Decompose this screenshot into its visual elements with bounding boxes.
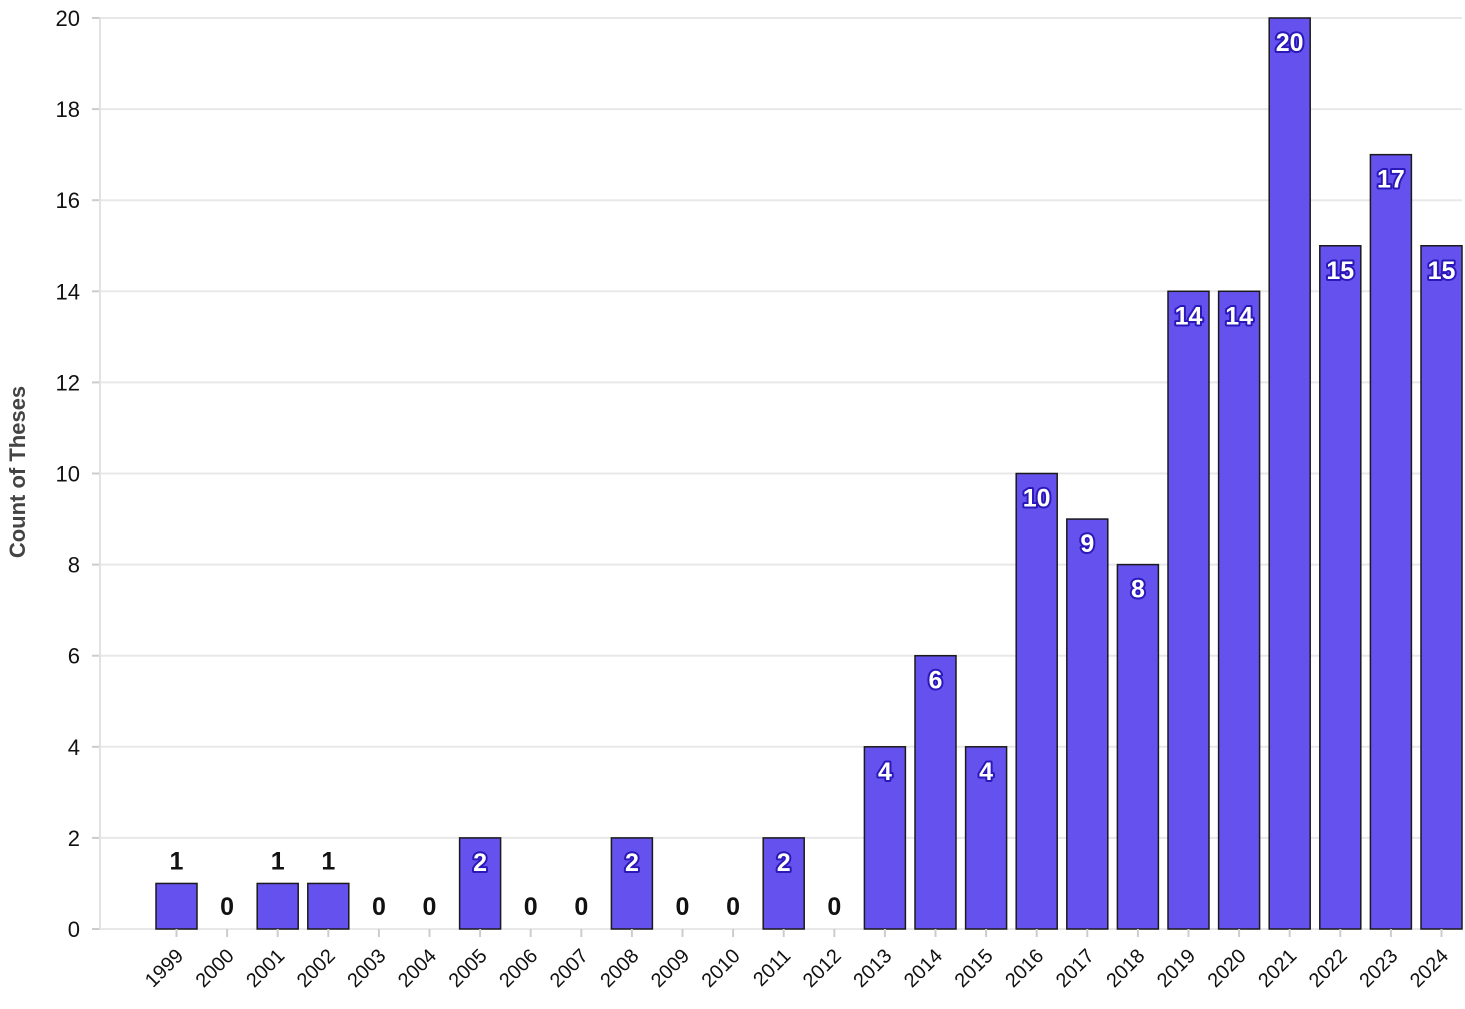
bar	[1268, 17, 1311, 930]
bar	[458, 837, 502, 930]
data-label: 0	[726, 893, 740, 921]
x-tick-label: 2023	[1355, 945, 1402, 992]
bar	[155, 882, 198, 930]
bar	[1369, 153, 1413, 930]
x-tick-label: 2013	[849, 945, 896, 992]
bars	[155, 17, 1463, 930]
data-label: 14	[1225, 302, 1253, 330]
x-tick-label: 2002	[293, 945, 340, 992]
bar	[1015, 472, 1058, 930]
data-label: 4	[979, 758, 993, 786]
y-tick-label: 18	[56, 97, 80, 122]
x-tick-label: 2012	[799, 945, 846, 992]
y-tick-label: 10	[56, 462, 80, 487]
bar	[762, 837, 805, 930]
data-label: 8	[1131, 576, 1145, 604]
x-tick-label: 2000	[192, 945, 239, 992]
x-tick-label: 1999	[141, 945, 188, 992]
data-label: 0	[372, 893, 386, 921]
x-tick-label: 2022	[1305, 945, 1352, 992]
y-tick-label: 4	[68, 735, 80, 760]
x-tick-label: 2003	[343, 945, 390, 992]
y-tick-label: 16	[56, 188, 80, 213]
data-label: 14	[1175, 302, 1203, 330]
x-tick-label: 2014	[900, 945, 947, 992]
data-label: 20	[1276, 29, 1304, 57]
y-tick-label: 0	[68, 917, 80, 942]
y-tick-label: 8	[68, 553, 80, 578]
x-tick-label: 2010	[698, 945, 745, 992]
y-tick-label: 14	[56, 279, 80, 304]
x-tick-label: 2005	[445, 945, 492, 992]
data-label: 15	[1326, 257, 1354, 285]
x-tick-label: 2024	[1406, 945, 1453, 992]
bar	[1217, 290, 1261, 930]
data-label: 9	[1080, 530, 1094, 558]
bar	[256, 882, 299, 930]
data-label: 0	[676, 893, 690, 921]
bar	[964, 746, 1008, 930]
bar	[914, 654, 957, 930]
bar	[1167, 290, 1210, 930]
bar	[1420, 245, 1463, 930]
data-label: 2	[473, 849, 487, 877]
x-tick-label: 2018	[1102, 945, 1149, 992]
grid-lines	[100, 17, 1462, 930]
data-label: 0	[423, 893, 437, 921]
data-label: 0	[524, 893, 538, 921]
x-tick-label: 2008	[596, 945, 643, 992]
y-tick-label: 6	[68, 644, 80, 669]
bar	[1066, 518, 1109, 930]
x-tick-label: 2009	[647, 945, 694, 992]
x-tick-label: 2015	[951, 945, 998, 992]
data-label: 1	[170, 847, 184, 875]
x-axis-ticks: 1999 2000 2001 2002 2003 2004 2005 2006 2007 2008…	[141, 929, 1453, 992]
x-tick-label: 2019	[1153, 945, 1200, 992]
x-tick-label: 2004	[394, 945, 441, 992]
x-tick-label: 2017	[1052, 945, 1099, 992]
bar	[307, 882, 350, 930]
bar	[863, 746, 907, 930]
data-label: 2	[625, 849, 639, 877]
data-label: 0	[574, 893, 588, 921]
data-label: 0	[827, 893, 841, 921]
data-label: 10	[1023, 485, 1051, 513]
x-tick-label: 2021	[1254, 945, 1301, 992]
x-tick-label: 2006	[495, 945, 542, 992]
x-tick-label: 2001	[242, 945, 289, 992]
bar	[1319, 245, 1362, 930]
data-label: 2	[777, 849, 791, 877]
x-tick-label: 2011	[749, 945, 795, 991]
x-tick-label: 2007	[546, 945, 593, 992]
data-label: 1	[271, 847, 285, 875]
x-tick-label: 2020	[1204, 945, 1251, 992]
y-tick-label: 20	[56, 6, 80, 31]
y-axis-ticks: 0 2 4 6 8 10 12 14 16 18 20	[56, 6, 100, 942]
data-label: 17	[1377, 166, 1405, 194]
data-label: 1	[321, 847, 335, 875]
data-label: 6	[929, 667, 943, 695]
y-axis-label: Count of Theses	[5, 386, 30, 558]
y-tick-label: 12	[56, 370, 80, 395]
data-label: 15	[1428, 257, 1456, 285]
data-label: 4	[878, 758, 892, 786]
y-tick-label: 2	[68, 826, 80, 851]
data-label: 0	[220, 893, 234, 921]
bar	[1116, 563, 1160, 930]
x-tick-label: 2016	[1001, 945, 1048, 992]
